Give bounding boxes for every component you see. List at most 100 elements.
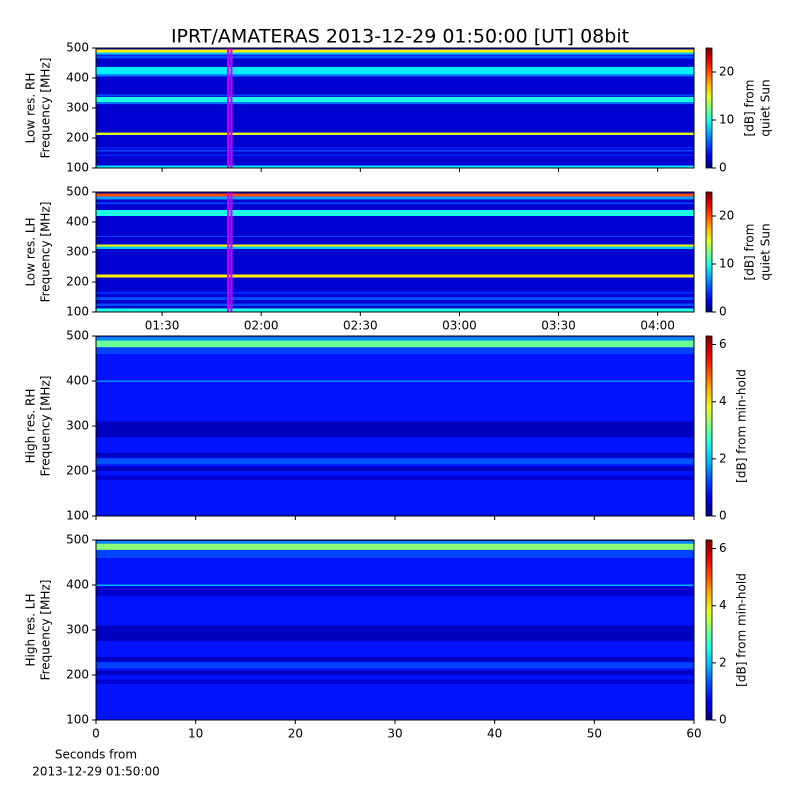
heatmap-band xyxy=(96,584,694,586)
colorbar-label: [dB] from xyxy=(743,80,757,137)
y-tick-label: 500 xyxy=(66,185,89,199)
y-axis-label: High res. RH xyxy=(24,389,38,464)
y-axis-label: Low res. LH xyxy=(24,217,38,286)
y-tick-label: 400 xyxy=(66,374,89,388)
colorbar-label: [dB] from min-hold xyxy=(735,573,749,687)
y-tick-label: 200 xyxy=(66,275,89,289)
y-tick-label: 400 xyxy=(66,71,89,85)
colorbar xyxy=(705,47,713,169)
heatmap-band xyxy=(96,336,694,341)
x-tick-label: 10 xyxy=(188,727,203,741)
heatmap-band xyxy=(96,202,694,204)
y-tick-label: 100 xyxy=(66,713,89,727)
heatmap-band xyxy=(96,670,694,675)
heatmap-band xyxy=(96,297,694,300)
colorbar-tick-label: 4 xyxy=(719,598,727,612)
heatmap-band xyxy=(96,657,694,662)
heatmap-band xyxy=(96,52,694,55)
colorbar-tick-label: 0 xyxy=(719,509,727,523)
colorbar-tick-label: 10 xyxy=(719,113,734,127)
heatmap-band xyxy=(96,55,694,59)
heatmap-band xyxy=(96,102,694,105)
y-tick-label: 400 xyxy=(66,215,89,229)
x-tick-label: 50 xyxy=(587,727,602,741)
heatmap-band xyxy=(96,679,694,684)
x-tick-label: 02:30 xyxy=(343,319,378,333)
y-tick-label: 300 xyxy=(66,101,89,115)
heatmap-band xyxy=(96,347,694,354)
y-tick-label: 200 xyxy=(66,464,89,478)
heatmap-band xyxy=(96,274,694,278)
heatmap-band xyxy=(96,308,694,312)
heatmap-band xyxy=(96,458,694,465)
colorbar-label: [dB] from xyxy=(743,224,757,281)
heatmap-band xyxy=(96,94,694,96)
heatmap-band xyxy=(96,246,694,249)
x-tick-label: 30 xyxy=(387,727,402,741)
heatmap-band xyxy=(96,340,694,348)
heatmap-band xyxy=(96,625,694,642)
y-tick-label: 100 xyxy=(66,161,89,175)
heatmap-band xyxy=(96,587,694,597)
y-axis-label: Frequency [MHz] xyxy=(39,580,53,681)
x-tick-label: 60 xyxy=(686,727,701,741)
x-tick-label: 03:00 xyxy=(442,319,477,333)
y-axis-label: Low res. RH xyxy=(24,73,38,144)
x-tick-label: 04:00 xyxy=(640,319,675,333)
x-tick-label: 0 xyxy=(92,727,100,741)
y-axis-label: Frequency [MHz] xyxy=(39,202,53,303)
x-axis-label: 2013-12-29 01:50:00 xyxy=(32,765,159,779)
colorbar-tick-label: 20 xyxy=(719,65,734,79)
y-axis-label: Frequency [MHz] xyxy=(39,58,53,159)
x-tick-label: 02:00 xyxy=(244,319,279,333)
heatmap-band xyxy=(96,543,694,550)
heatmap-band xyxy=(96,147,694,149)
y-tick-label: 300 xyxy=(66,623,89,637)
colorbar-tick-label: 2 xyxy=(719,451,727,465)
heatmap-band xyxy=(96,154,694,156)
y-tick-label: 300 xyxy=(66,245,89,259)
colorbar-tick-label: 6 xyxy=(719,337,727,351)
y-axis-label: Frequency [MHz] xyxy=(39,376,53,477)
y-tick-label: 100 xyxy=(66,509,89,523)
y-tick-label: 300 xyxy=(66,419,89,433)
heatmap-band xyxy=(96,475,694,480)
heatmap-band xyxy=(96,291,694,294)
heatmap-band xyxy=(96,132,694,135)
colorbar-tick-label: 0 xyxy=(719,161,727,175)
x-tick-label: 03:30 xyxy=(541,319,576,333)
colorbar xyxy=(705,191,713,313)
heatmap-band xyxy=(96,196,694,200)
heatmap-band xyxy=(96,236,694,237)
colorbar-tick-label: 0 xyxy=(719,305,727,319)
x-tick-label: 20 xyxy=(288,727,303,741)
y-tick-label: 500 xyxy=(66,329,89,343)
colorbar-tick-label: 2 xyxy=(719,655,727,669)
heatmap-band xyxy=(96,244,694,247)
heatmap-band xyxy=(96,193,694,197)
heatmap-band xyxy=(96,210,694,216)
colorbar xyxy=(705,335,713,517)
heatmap-band xyxy=(96,49,694,53)
y-axis-label: High res. LH xyxy=(24,593,38,666)
x-tick-label: 01:30 xyxy=(145,319,180,333)
colorbar-tick-label: 20 xyxy=(719,209,734,223)
heatmap-band xyxy=(96,165,694,168)
heatmap-band xyxy=(96,662,694,669)
heatmap-band xyxy=(96,96,694,102)
y-tick-label: 400 xyxy=(66,578,89,592)
colorbar-tick-label: 6 xyxy=(719,541,727,555)
heatmap-band xyxy=(96,303,694,306)
colorbar-tick-label: 4 xyxy=(719,394,727,408)
heatmap-band xyxy=(96,66,694,75)
heatmap-band xyxy=(96,540,694,544)
figure-title: IPRT/AMATERAS 2013-12-29 01:50:00 [UT] 0… xyxy=(171,26,629,48)
heatmap-band xyxy=(96,74,694,77)
heatmap-band xyxy=(96,380,694,382)
colorbar-tick-label: 0 xyxy=(719,713,727,727)
heatmap-band xyxy=(96,150,694,152)
y-tick-label: 100 xyxy=(66,305,89,319)
heatmap-band xyxy=(96,453,694,458)
colorbar-label: quiet Sun xyxy=(759,223,773,280)
